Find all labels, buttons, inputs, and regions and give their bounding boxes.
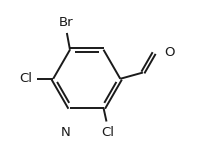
Text: Br: Br: [59, 16, 73, 29]
Text: Cl: Cl: [101, 126, 114, 139]
Text: N: N: [61, 126, 71, 139]
Text: O: O: [164, 46, 175, 59]
Text: Cl: Cl: [19, 72, 32, 85]
